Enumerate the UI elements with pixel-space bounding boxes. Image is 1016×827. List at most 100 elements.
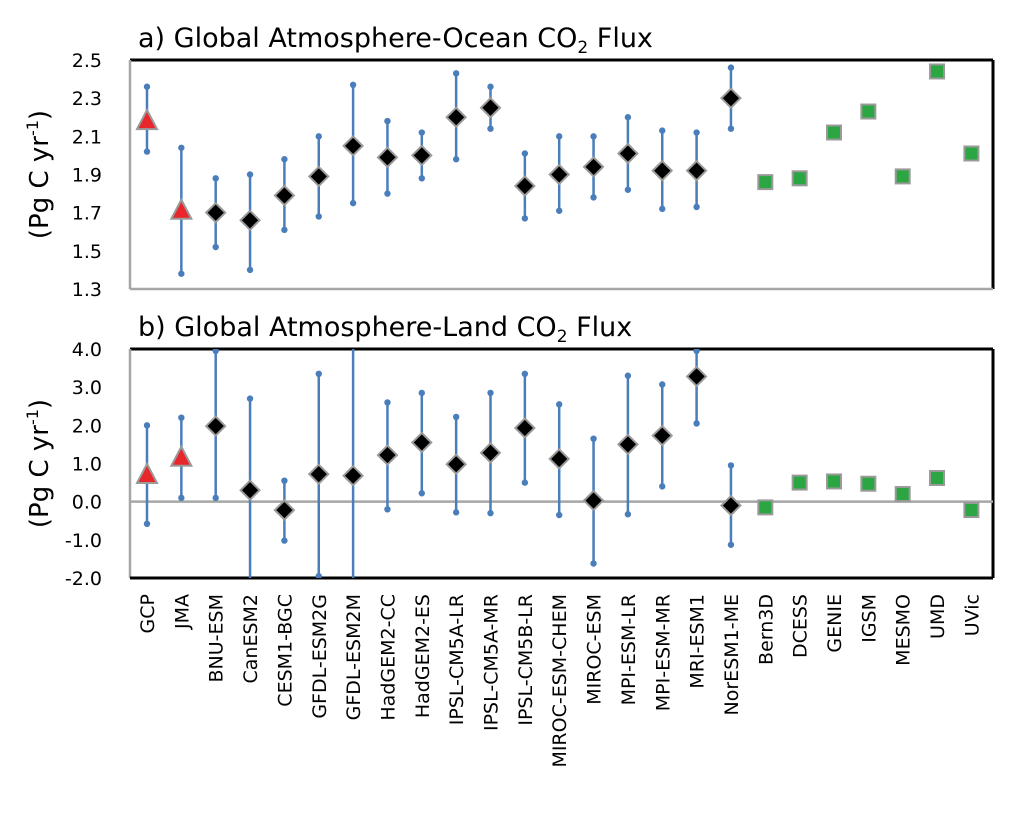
- error-bar-cap: [521, 215, 529, 222]
- error-bar-cap: [418, 490, 425, 497]
- x-tick-label: Bern3D: [755, 594, 777, 665]
- x-tick-label: GFDL-ESM2G: [309, 594, 331, 719]
- data-point-diamond: [204, 415, 227, 438]
- x-tick-label: IPSL-CM5A-LR: [446, 594, 468, 725]
- y-tick-label: 1.3: [72, 279, 102, 301]
- data-point-diamond: [342, 464, 365, 487]
- error-bar-cap: [590, 560, 597, 567]
- error-bar-cap: [693, 349, 700, 355]
- y-tick-label: -2.0: [65, 568, 102, 590]
- data-point-square: [757, 174, 774, 191]
- error-bar-cap: [487, 125, 494, 132]
- error-bar-cap: [556, 133, 563, 140]
- error-bar-cap: [556, 511, 563, 519]
- x-tick-label: JMA: [171, 594, 193, 630]
- error-bar-cap: [418, 129, 425, 136]
- data-point-square: [963, 502, 980, 519]
- y-axis-label-superscript: -1: [23, 120, 42, 136]
- data-point-diamond: [410, 144, 433, 167]
- error-bar-cap: [178, 144, 185, 151]
- error-bar-cap: [487, 509, 494, 517]
- x-tick-label: BNU-ESM: [206, 594, 228, 682]
- x-tick-label: GFDL-ESM2M: [343, 594, 365, 720]
- x-tick-label: UVic: [961, 594, 983, 636]
- error-bar-cap: [281, 226, 288, 234]
- x-tick-label: GENIE: [824, 594, 846, 653]
- data-point-triangle: [135, 461, 159, 484]
- data-point-diamond: [582, 155, 605, 178]
- markers: [135, 365, 980, 521]
- data-point-diamond: [445, 453, 468, 476]
- y-tick-label: 2.1: [72, 126, 102, 148]
- data-point-diamond: [582, 489, 605, 512]
- data-point-square: [860, 475, 877, 492]
- error-bar-cap: [246, 171, 254, 178]
- data-point-diamond: [479, 96, 502, 119]
- error-bar-cap: [452, 70, 460, 77]
- data-point-triangle: [169, 197, 194, 220]
- y-tick-label: 2.3: [72, 88, 102, 110]
- data-point-diamond: [479, 441, 502, 464]
- data-point-diamond: [376, 146, 399, 169]
- error-bar-cap: [281, 477, 288, 484]
- error-bar-cap: [556, 207, 563, 214]
- data-point-square: [791, 170, 808, 187]
- error-bar-cap: [590, 194, 597, 201]
- x-tick-label: HadGEM2-ES: [412, 594, 434, 718]
- data-point-diamond: [239, 479, 261, 502]
- data-point-square: [929, 470, 946, 487]
- y-tick-label: 3.0: [72, 377, 102, 399]
- error-bar-cap: [281, 537, 288, 544]
- x-tick-label: HadGEM2-CC: [377, 594, 399, 721]
- data-point-square: [826, 124, 842, 141]
- data-point-diamond: [204, 201, 227, 224]
- error-bar-cap: [727, 462, 735, 469]
- y-axis-label: (Pg C yr-1): [23, 110, 55, 239]
- error-bar-cap: [246, 395, 254, 402]
- error-bars: [143, 64, 735, 277]
- error-bar-cap: [349, 199, 357, 207]
- error-bar-cap: [212, 494, 219, 502]
- y-tick-label: 4.0: [72, 339, 102, 361]
- y-tick-label: 1.9: [72, 165, 102, 187]
- y-axis-label-close: ): [25, 110, 55, 120]
- data-point-diamond: [307, 463, 330, 486]
- x-tick-label: MIROC-ESM-CHEM: [549, 594, 571, 768]
- data-point-diamond: [651, 424, 674, 447]
- error-bar-cap: [693, 203, 700, 211]
- error-bar-cap: [452, 413, 460, 421]
- error-bar-cap: [178, 494, 185, 502]
- error-bar-cap: [556, 401, 563, 408]
- y-tick-label: 1.0: [72, 454, 102, 476]
- x-tick-label: MPI-ESM-LR: [618, 594, 640, 705]
- y-tick-label: 1.5: [72, 241, 102, 263]
- data-point-diamond: [616, 142, 639, 165]
- error-bar-cap: [487, 83, 494, 90]
- x-tick-label: DCESS: [790, 594, 812, 658]
- data-point-square: [894, 168, 911, 185]
- error-bar-cap: [212, 243, 219, 251]
- error-bar-cap: [487, 389, 494, 397]
- data-point-diamond: [685, 365, 708, 388]
- error-bar-cap: [384, 506, 391, 513]
- x-tick-label: GCP: [137, 594, 159, 633]
- error-bar-cap: [659, 483, 666, 490]
- data-point-diamond: [376, 444, 399, 467]
- error-bar-cap: [178, 414, 185, 421]
- error-bar-cap: [315, 370, 322, 378]
- x-tick-label: CanESM2: [240, 594, 262, 684]
- error-bar-cap: [143, 422, 151, 429]
- markers: [135, 63, 980, 232]
- x-tick-label: IPSL-CM5A-MR: [481, 594, 503, 731]
- error-bar-cap: [727, 64, 735, 71]
- data-point-diamond: [307, 165, 330, 188]
- error-bar-cap: [384, 190, 391, 197]
- data-point-diamond: [651, 159, 674, 182]
- panel-title-suffix: Flux: [568, 312, 633, 343]
- data-point-square: [860, 103, 877, 120]
- data-point-diamond: [616, 433, 639, 456]
- data-point-square: [826, 473, 842, 490]
- data-point-square: [791, 474, 808, 491]
- panel-title-subscript: 2: [557, 327, 568, 347]
- error-bar-cap: [315, 213, 322, 220]
